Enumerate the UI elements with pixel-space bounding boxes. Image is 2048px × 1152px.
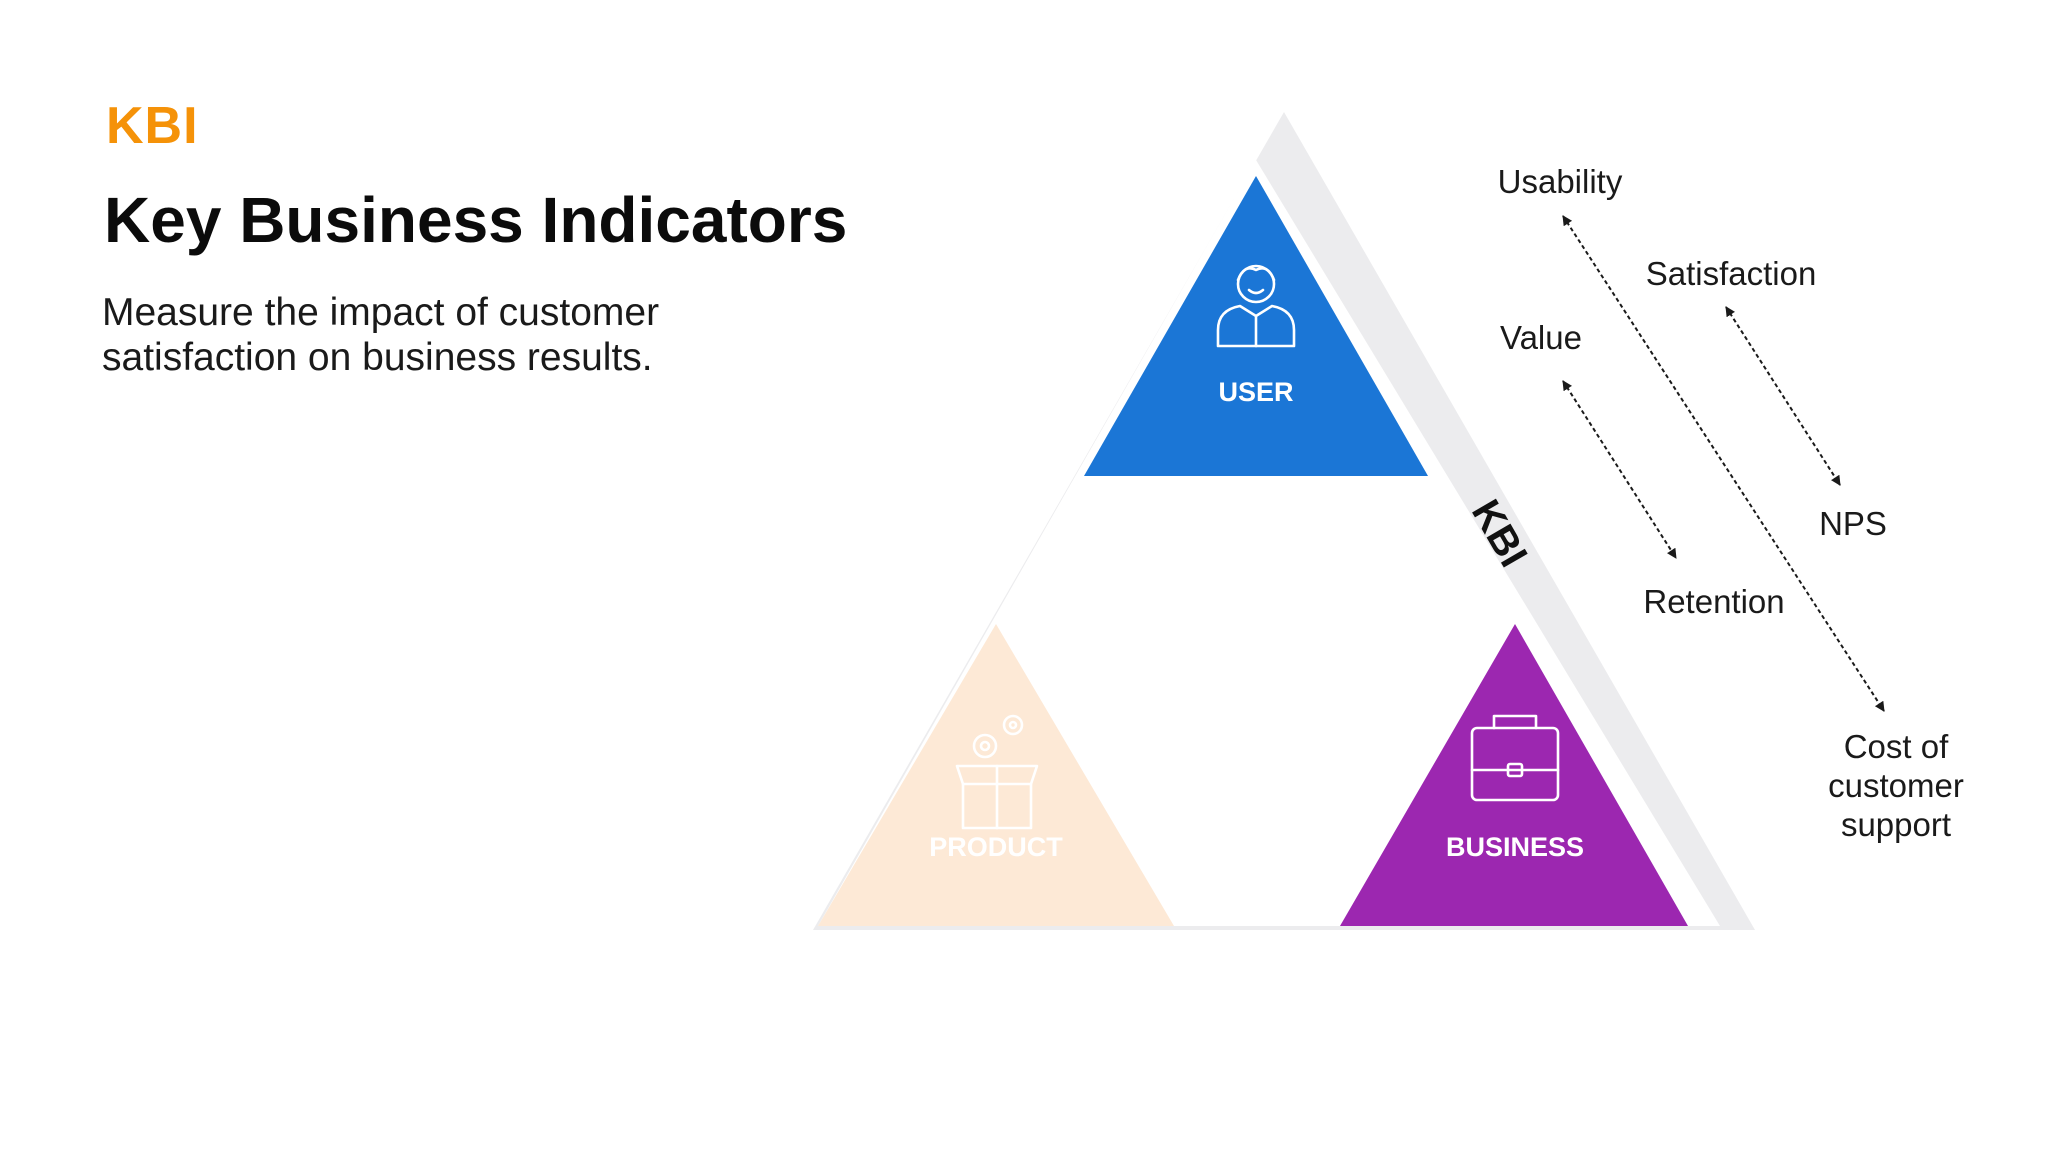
metric-value: Value <box>1500 319 1582 356</box>
metric-cost-line-1: Cost of <box>1844 728 1949 765</box>
user-label: USER <box>1218 377 1293 407</box>
segment-business: BUSINESS <box>1340 624 1688 926</box>
segment-product: PRODUCT <box>818 624 1174 926</box>
segment-user: USER <box>1084 176 1428 476</box>
metric-cost-line-2: customer <box>1828 767 1964 804</box>
metric-usability: Usability <box>1498 163 1623 200</box>
briefcase-icon <box>1470 714 1560 802</box>
metric-satisfaction: Satisfaction <box>1646 255 1817 292</box>
metric-connectors <box>1562 215 1885 712</box>
subtitle-line-1: Measure the impact of customer <box>102 291 660 334</box>
connector-satisfaction-nps <box>1725 306 1841 486</box>
subtitle-line-2: satisfaction on business results. <box>102 336 653 379</box>
box-gears-icon <box>955 714 1039 830</box>
connector-usability-cost <box>1562 215 1885 712</box>
connector-value-retention <box>1562 380 1677 559</box>
page-title: Key Business Indicators <box>104 184 848 256</box>
business-label: BUSINESS <box>1446 832 1584 862</box>
product-label: PRODUCT <box>929 832 1063 862</box>
user-icon <box>1216 264 1296 348</box>
metric-cost-of-support: Cost of customer support <box>1828 728 1964 843</box>
page-subtitle: Measure the impact of customer satisfact… <box>102 290 822 380</box>
metric-nps: NPS <box>1819 505 1887 542</box>
metric-cost-line-3: support <box>1841 806 1951 843</box>
metric-retention: Retention <box>1643 583 1784 620</box>
eyebrow-label: KBI <box>106 97 199 155</box>
